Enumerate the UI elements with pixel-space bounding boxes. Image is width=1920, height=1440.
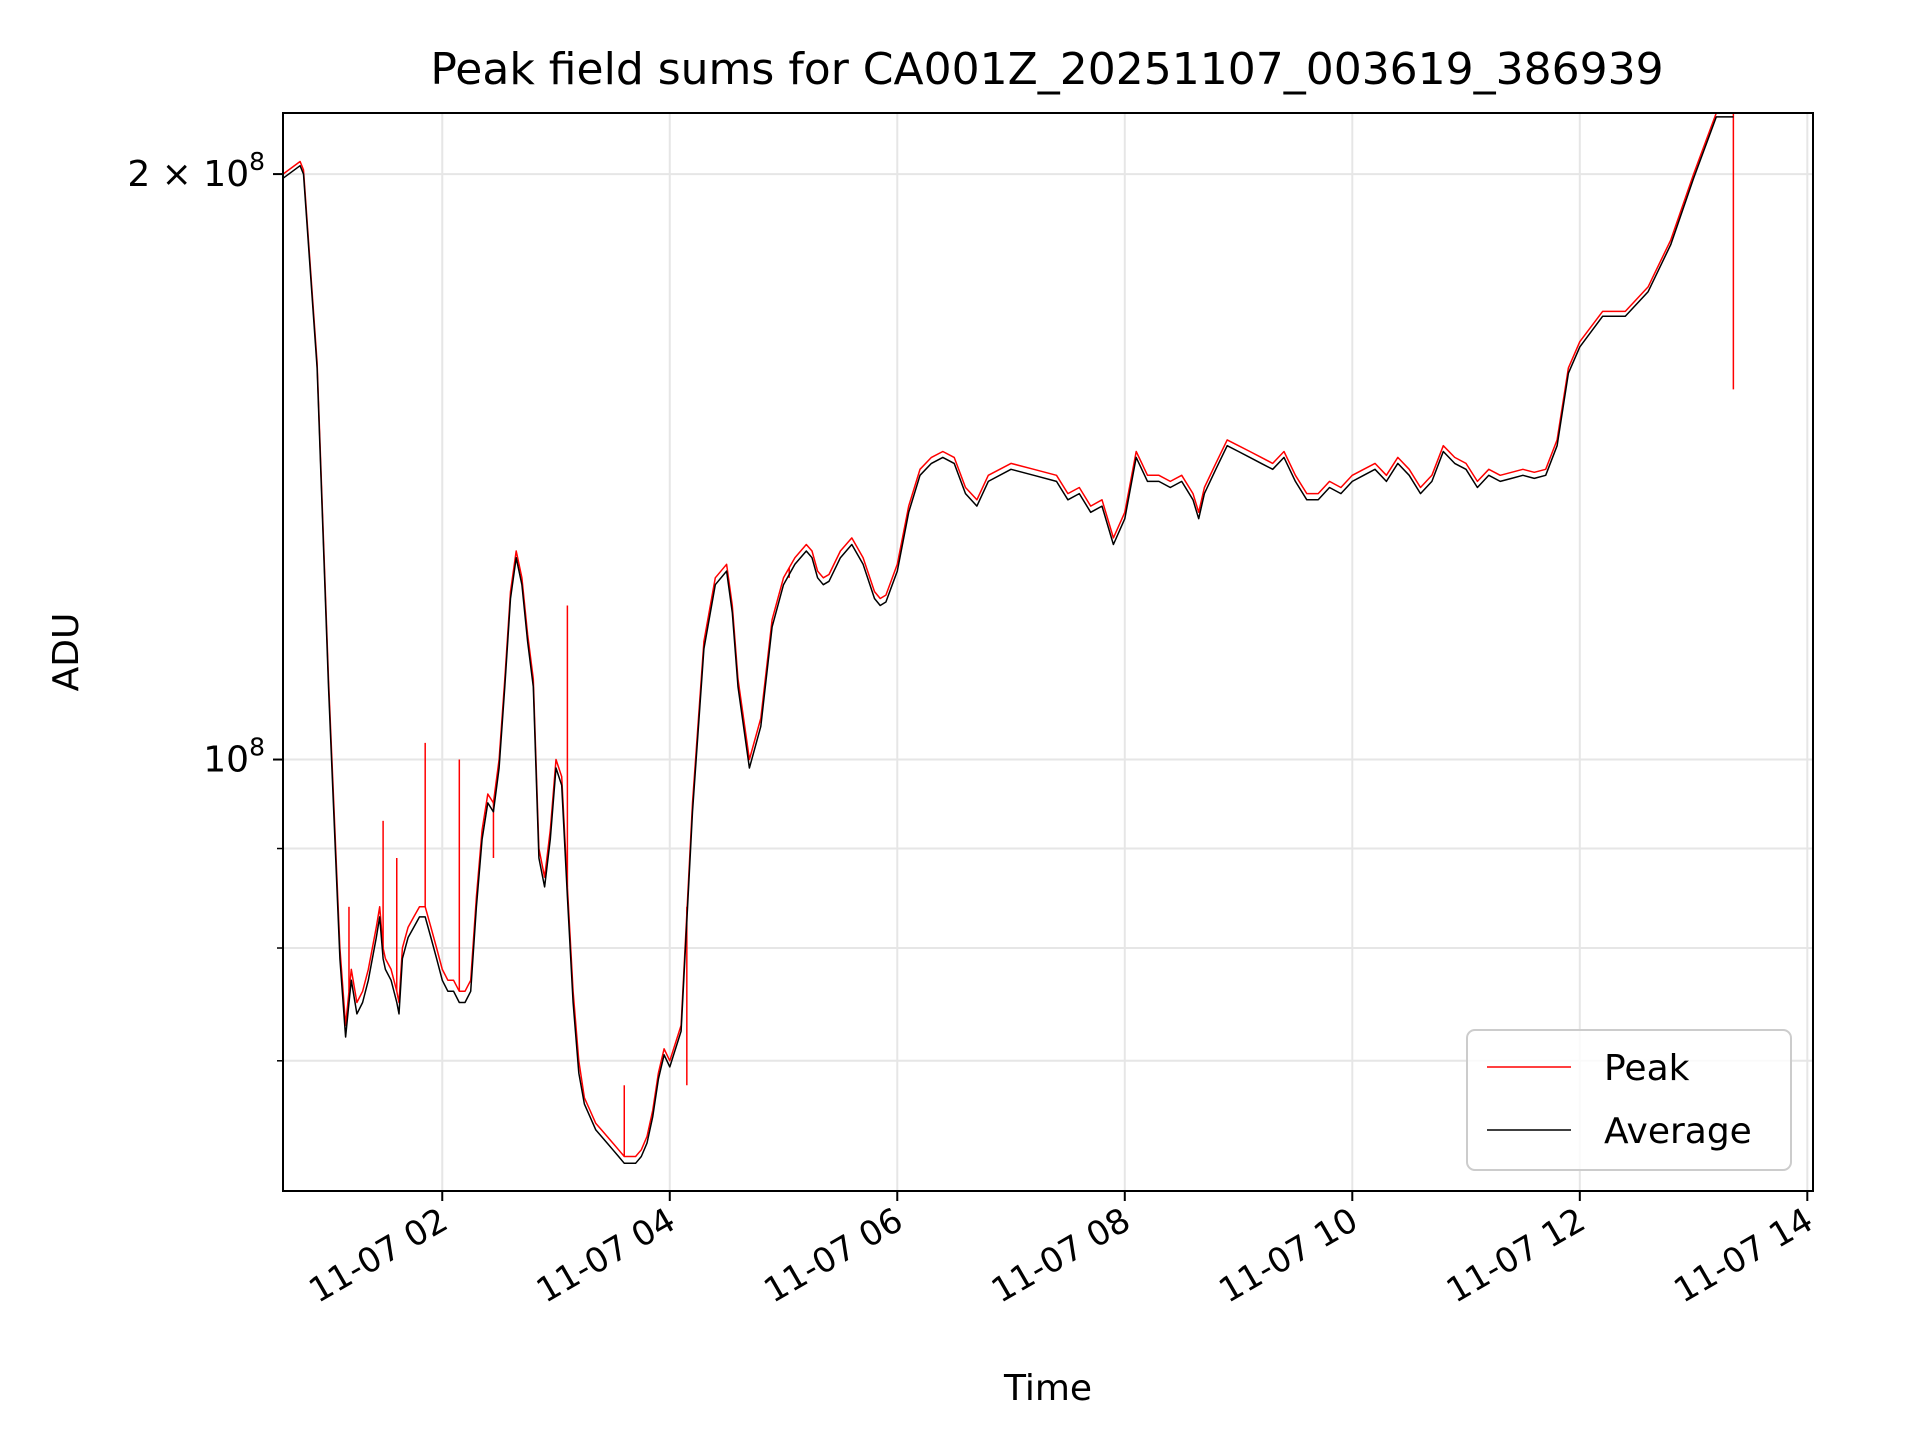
y-tick-label: 2 × 108: [127, 147, 265, 195]
y-tick-base: 10: [203, 740, 249, 781]
average-series-line: [282, 116, 1734, 1165]
y-tick-base: 2 × 10: [127, 154, 249, 195]
chart-title: Peak field sums for CA001Z_20251107_0036…: [430, 44, 1663, 95]
legend-peak-label: Peak: [1604, 1048, 1690, 1089]
x-axis-label: Time: [1003, 1368, 1092, 1409]
legend: Peak Average: [1466, 1029, 1792, 1171]
legend-box: [1466, 1029, 1792, 1171]
y-tick-exponent: 8: [249, 733, 265, 762]
axes-frame: [282, 112, 1814, 1192]
y-axis-label: ADU: [46, 613, 87, 692]
series-group: [282, 112, 1735, 1165]
y-tick-label: 108: [203, 733, 265, 781]
y-tick-exponent: 8: [249, 147, 265, 176]
legend-average-label: Average: [1604, 1111, 1752, 1152]
